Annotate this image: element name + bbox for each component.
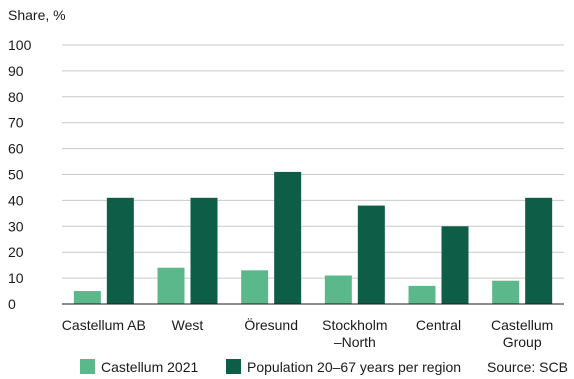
y-tick-label: 70 (8, 115, 24, 131)
x-tick-label: Central (416, 317, 461, 333)
x-tick-label-line: Castellum (491, 317, 553, 333)
x-axis-labels: Castellum AB West Öresund Stockholm –North Ce… (62, 316, 553, 350)
y-axis-title: Share, % (8, 7, 66, 23)
bar-population-5 (525, 197, 553, 304)
bar-castellum-2021-4 (408, 285, 436, 304)
y-tick-label: 40 (8, 192, 24, 208)
y-tick-label: 30 (8, 218, 24, 234)
source-note: Source: SCB (487, 359, 568, 375)
x-tick-label: Castellum Group (491, 317, 553, 350)
x-tick-label-line: West (172, 317, 204, 333)
legend-label-castellum-2021: Castellum 2021 (101, 359, 198, 375)
x-tick-label: Stockholm –North (322, 317, 387, 350)
y-tick-label: 0 (8, 296, 16, 312)
bar-population-1 (190, 197, 218, 304)
bar-castellum-2021-1 (157, 267, 185, 304)
bar-population-2 (274, 171, 302, 304)
y-tick-label: 60 (8, 141, 24, 157)
y-tick-label: 10 (8, 270, 24, 286)
x-tick-label-line: Stockholm (322, 317, 387, 333)
legend: Castellum 2021 Population 20–67 years pe… (80, 359, 568, 375)
bar-castellum-2021-3 (324, 275, 352, 304)
x-tick-label-line: Castellum AB (62, 317, 146, 333)
bar-castellum-2021-2 (241, 270, 269, 304)
bars (73, 171, 553, 304)
legend-swatch-castellum-2021 (80, 359, 95, 374)
x-tick-label: West (172, 317, 204, 333)
y-tick-label: 50 (8, 167, 24, 183)
bar-population-3 (357, 205, 385, 304)
y-tick-label: 100 (8, 37, 32, 53)
x-tick-label: Castellum AB (62, 317, 146, 333)
x-tick-label-line: Group (503, 334, 542, 350)
legend-label-population: Population 20–67 years per region (247, 359, 461, 375)
bar-population-4 (441, 226, 469, 304)
x-tick-label-line: Öresund (244, 316, 298, 333)
x-tick-label: Öresund (244, 316, 298, 333)
legend-swatch-population (226, 359, 241, 374)
x-tick-label-line: Central (416, 317, 461, 333)
bar-castellum-2021-0 (73, 291, 101, 304)
gridlines (62, 44, 564, 279)
y-tick-label: 90 (8, 63, 24, 79)
y-tick-label: 20 (8, 244, 24, 260)
bar-population-0 (106, 197, 134, 304)
x-tick-label-line: –North (334, 334, 376, 350)
bar-castellum-2021-5 (492, 280, 520, 304)
y-tick-label: 80 (8, 89, 24, 105)
y-axis-ticks: 0 10 20 30 40 50 60 70 80 90 100 (8, 37, 32, 312)
